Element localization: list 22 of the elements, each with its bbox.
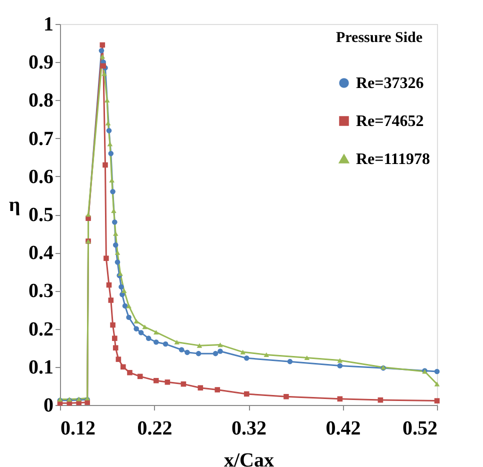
legend-title: Pressure Side bbox=[336, 30, 423, 46]
y-axis-title: η bbox=[8, 194, 20, 216]
y-tick-label: 0.8 bbox=[28, 90, 54, 112]
x-tick-label: 0.52 bbox=[402, 418, 438, 440]
y-tick-label: 0 bbox=[44, 394, 54, 416]
x-axis-title: x/Cax bbox=[224, 450, 274, 467]
x-tick-label: 0.12 bbox=[60, 418, 96, 440]
y-tick-label: 0.4 bbox=[28, 242, 54, 264]
x-tick-label: 0.42 bbox=[326, 418, 361, 440]
y-tick-label: 0.2 bbox=[28, 318, 54, 340]
x-tick-label: 0.32 bbox=[232, 418, 266, 440]
y-tick-label: 0.5 bbox=[28, 204, 54, 226]
y-tick-label: 1 bbox=[44, 14, 54, 36]
legend-label: Re=74652 bbox=[356, 113, 424, 130]
y-tick-label: 0.6 bbox=[28, 166, 54, 188]
y-tick-label: 0.3 bbox=[28, 280, 54, 302]
y-tick-label: 0.1 bbox=[28, 356, 54, 378]
y-tick-label: 0.9 bbox=[28, 52, 54, 74]
legend-label: Re=111978 bbox=[356, 151, 430, 168]
legend-label: Re=37326 bbox=[356, 75, 424, 92]
x-tick-label: 0.22 bbox=[137, 418, 172, 440]
y-tick-label: 0.7 bbox=[28, 128, 54, 150]
